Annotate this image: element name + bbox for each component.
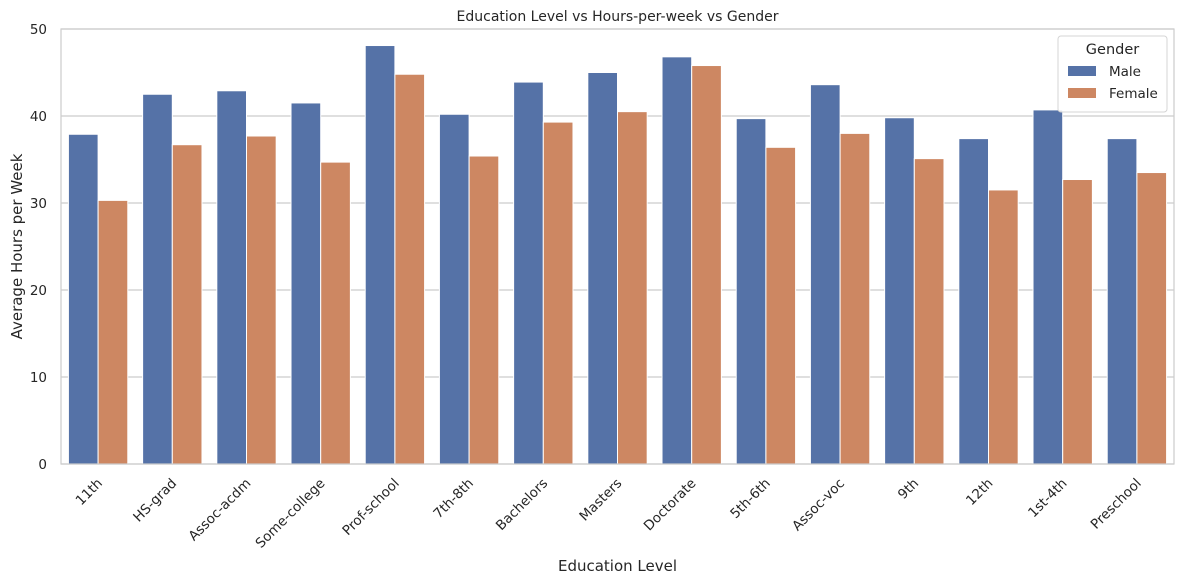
- chart-title: Education Level vs Hours-per-week vs Gen…: [457, 9, 779, 25]
- bar-female-assoc-acdm: [246, 135, 277, 465]
- x-tick-label: 11th: [73, 476, 106, 509]
- y-tick-label: 30: [30, 196, 47, 212]
- y-tick-label: 0: [38, 457, 47, 473]
- x-tick-label: 7th-8th: [430, 476, 476, 522]
- x-tick-label: Masters: [576, 476, 625, 525]
- legend-label-female: Female: [1109, 86, 1158, 102]
- x-axis-label: Education Level: [558, 557, 677, 575]
- y-tick-label: 20: [30, 283, 47, 299]
- y-tick-labels: 0 10 20 30 40 50: [30, 22, 47, 473]
- legend: Gender Male Female: [1057, 35, 1168, 113]
- bar-male-5th-6th: [735, 118, 767, 465]
- y-tick-label: 10: [30, 370, 47, 386]
- bar-female-some-college: [320, 161, 351, 465]
- plot-frame: [60, 28, 1175, 465]
- x-tick-label: Doctorate: [641, 476, 700, 535]
- bar-male-preschool: [1106, 138, 1138, 465]
- legend-swatch-male: [1068, 66, 1096, 76]
- bar-male-hs-grad: [142, 93, 173, 465]
- bar-female-7th-8th: [468, 155, 500, 465]
- x-tick-label: Preschool: [1088, 476, 1145, 533]
- x-tick-label: Bachelors: [493, 476, 551, 534]
- x-tick-label: Prof-school: [339, 476, 402, 539]
- x-tick-label: 9th: [895, 476, 922, 503]
- bar-female-bachelors: [542, 121, 574, 465]
- bar-male-1st-4th: [1032, 109, 1064, 465]
- bar-male-assoc-voc: [809, 84, 841, 465]
- bar-female-preschool: [1136, 172, 1168, 465]
- bar-female-12th: [988, 189, 1019, 465]
- bar-female-9th: [913, 158, 945, 465]
- bar-female-hs-grad: [171, 144, 203, 465]
- bar-female-5th-6th: [765, 146, 797, 465]
- y-axis-label: Average Hours per Week: [8, 153, 26, 339]
- bar-male-9th: [884, 117, 915, 465]
- legend-label-male: Male: [1109, 64, 1141, 80]
- bar-male-masters: [587, 72, 619, 465]
- bar-female-doctorate: [691, 65, 722, 465]
- x-tick-label: Some-college: [252, 476, 328, 552]
- bar-female-prof-school: [394, 73, 426, 465]
- bars: [67, 45, 1168, 465]
- legend-title: Gender: [1086, 42, 1139, 58]
- x-tick-label: Assoc-acdm: [186, 476, 255, 545]
- legend-entries: Male Female: [1068, 64, 1158, 102]
- bar-female-1st-4th: [1062, 179, 1093, 465]
- y-tick-label: 50: [30, 22, 47, 38]
- bar-male-assoc-acdm: [216, 90, 248, 465]
- x-tick-label: 12th: [963, 476, 996, 509]
- bar-male-prof-school: [364, 45, 396, 465]
- bar-male-doctorate: [661, 56, 693, 465]
- bar-male-12th: [958, 138, 990, 465]
- x-tick-label: Assoc-voc: [789, 476, 848, 535]
- legend-swatch-female: [1068, 88, 1096, 98]
- bar-female-assoc-voc: [839, 132, 871, 465]
- bar-male-bachelors: [513, 81, 544, 465]
- bar-male-7th-8th: [438, 113, 470, 465]
- x-tick-label: 5th-6th: [727, 476, 773, 522]
- bar-female-masters: [617, 111, 648, 465]
- y-tick-label: 40: [30, 109, 47, 125]
- x-tick-label: 1st-4th: [1025, 476, 1070, 521]
- bar-male-11th: [67, 133, 99, 465]
- bar-male-some-college: [290, 102, 322, 465]
- x-tick-label: HS-grad: [130, 476, 180, 526]
- bar-female-11th: [97, 199, 129, 465]
